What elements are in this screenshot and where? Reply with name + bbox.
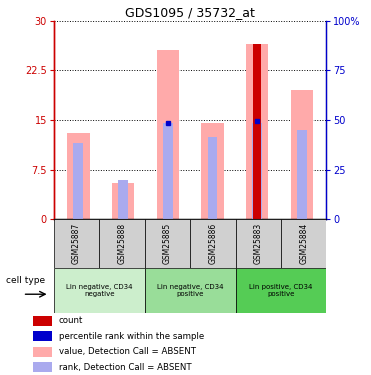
- Text: Lin negative, CD34
positive: Lin negative, CD34 positive: [157, 284, 223, 297]
- Text: value, Detection Call = ABSENT: value, Detection Call = ABSENT: [59, 347, 196, 356]
- Bar: [157, 51, 179, 219]
- Bar: [253, 44, 261, 219]
- Bar: [246, 44, 268, 219]
- Text: cell type: cell type: [6, 276, 46, 285]
- Bar: [145, 219, 190, 268]
- Bar: [236, 268, 326, 313]
- Title: GDS1095 / 35732_at: GDS1095 / 35732_at: [125, 6, 255, 20]
- Bar: [236, 219, 281, 268]
- Bar: [252, 123, 262, 219]
- Bar: [33, 316, 52, 326]
- Bar: [54, 219, 99, 268]
- Bar: [281, 219, 326, 268]
- Bar: [112, 183, 134, 219]
- Bar: [190, 219, 236, 268]
- Bar: [163, 123, 173, 219]
- Text: GSM25887: GSM25887: [72, 223, 81, 264]
- Text: Lin negative, CD34
negative: Lin negative, CD34 negative: [66, 284, 132, 297]
- Bar: [207, 136, 217, 219]
- Bar: [291, 90, 313, 219]
- Bar: [73, 143, 83, 219]
- Bar: [33, 332, 52, 341]
- Text: GSM25884: GSM25884: [299, 223, 308, 264]
- Text: rank, Detection Call = ABSENT: rank, Detection Call = ABSENT: [59, 363, 191, 372]
- Bar: [297, 130, 307, 219]
- Text: count: count: [59, 316, 83, 326]
- Bar: [118, 180, 128, 219]
- Bar: [33, 362, 52, 372]
- Text: GSM25888: GSM25888: [118, 223, 127, 264]
- Bar: [201, 123, 224, 219]
- Text: Lin positive, CD34
positive: Lin positive, CD34 positive: [249, 284, 313, 297]
- Text: percentile rank within the sample: percentile rank within the sample: [59, 332, 204, 341]
- Bar: [33, 347, 52, 357]
- Text: GSM25883: GSM25883: [254, 223, 263, 264]
- Bar: [67, 133, 89, 219]
- Bar: [145, 268, 236, 313]
- Bar: [99, 219, 145, 268]
- Bar: [54, 268, 145, 313]
- Text: GSM25885: GSM25885: [163, 223, 172, 264]
- Text: GSM25886: GSM25886: [209, 223, 217, 264]
